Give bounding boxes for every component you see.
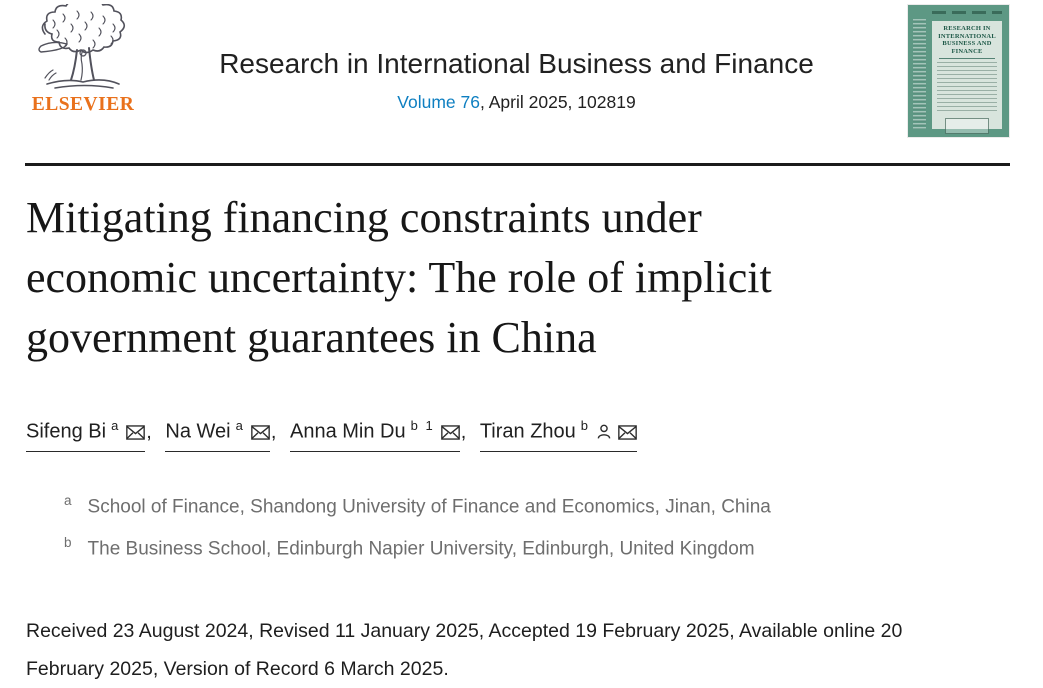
affiliation-a: a School of Finance, Shandong University … [64,487,1004,520]
affiliation-sup: b [64,535,72,551]
author-separator: , [270,420,282,443]
publisher-wordmark: ELSEVIER [31,94,135,115]
author-link-sifeng-bi[interactable]: Sifeng Bi a [26,418,146,452]
author-link-tiran-zhou[interactable]: Tiran Zhou b [479,418,638,452]
cover-article-lines [937,62,997,114]
journal-cover-thumbnail[interactable]: RESEARCH IN INTERNATIONAL BUSINESS AND F… [908,5,1009,137]
affiliation-text: School of Finance, Shandong University o… [87,496,771,518]
author-link-na-wei[interactable]: Na Wei a [165,418,270,452]
envelope-icon[interactable] [251,424,270,440]
volume-line: Volume 76, April 2025, 102819 [0,92,1033,113]
cover-footer-box [945,118,989,134]
affiliation-sup: a [64,493,72,508]
author-separator: , [146,420,158,443]
journal-title-link[interactable]: Research in International Business and F… [219,48,814,79]
cover-contents-strip [913,19,926,129]
author-name: Anna Min Du [290,420,406,443]
article-dates: Received 23 August 2024, Revised 11 Janu… [26,619,903,680]
envelope-icon[interactable] [126,424,146,440]
affiliation-text: The Business School, Edinburgh Napier Un… [87,538,755,560]
cover-journal-title: RESEARCH IN INTERNATIONAL BUSINESS AND F… [938,25,996,55]
cover-top-text [932,11,1002,14]
author-affiliation-sup: a [235,418,245,433]
journal-header: ELSEVIER Research in International Busin… [0,0,1043,160]
article-title: Mitigating financing constraints under e… [26,188,1011,368]
article-title-line: Mitigating financing constraints under [26,193,702,242]
author-name: Sifeng Bi [26,420,107,443]
article-title-line: government guarantees in China [26,313,597,362]
volume-link[interactable]: Volume 76 [397,92,480,112]
affiliation-list: a School of Finance, Shandong University … [64,487,1004,572]
issue-details: , April 2025, 102819 [480,92,636,112]
envelope-icon[interactable] [440,424,460,440]
author-list: Sifeng Bi a , Na Wei a , Anna Min Du b 1 , … [26,418,1011,452]
author-affiliation-sup: b [580,418,591,433]
envelope-icon[interactable] [618,424,637,440]
author-name: Na Wei [165,420,231,443]
elsevier-logo[interactable]: ELSEVIER [22,4,144,122]
cover-panel: RESEARCH IN INTERNATIONAL BUSINESS AND F… [932,21,1002,134]
author-link-anna-min-du[interactable]: Anna Min Du b 1 [290,418,460,452]
elsevier-tree-logo [38,4,126,89]
article-title-line: economic uncertainty: The role of implic… [26,253,772,302]
person-icon[interactable] [596,424,612,440]
author-separator: , [460,420,472,443]
author-affiliation-sup: a [111,418,121,433]
affiliation-b: b The Business School, Edinburgh Napier U… [64,529,1004,562]
author-name: Tiran Zhou [479,420,576,443]
cover-rule [939,58,995,59]
header-divider [25,163,1010,166]
author-affiliation-sup: b 1 [410,418,435,433]
journal-title-block: Research in International Business and F… [0,48,1033,113]
